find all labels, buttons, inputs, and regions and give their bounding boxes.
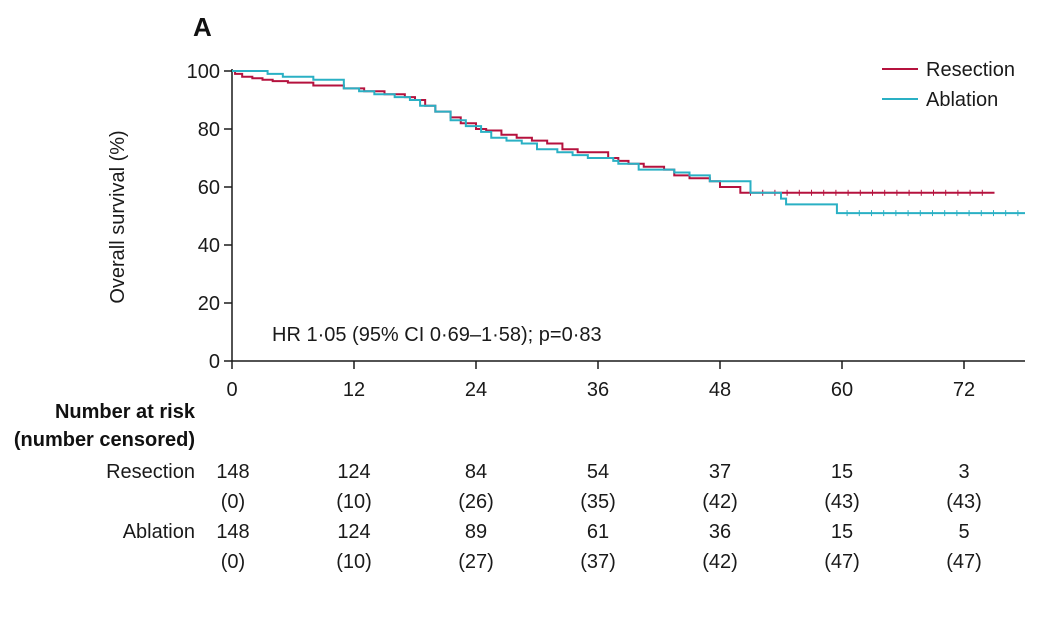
legend-label-ablation: Ablation [926, 89, 998, 111]
risk-count: 15 [831, 521, 853, 543]
censored-count: (0) [221, 491, 245, 513]
risk-count: 148 [216, 521, 249, 543]
y-axis-label: Overall survival (%) [107, 130, 129, 303]
censored-count: (37) [580, 551, 616, 573]
censor-marks-ablation [846, 210, 1019, 217]
risk-count: 37 [709, 461, 731, 483]
censored-count: (47) [946, 551, 982, 573]
legend: Resection Ablation [882, 59, 1015, 111]
risk-count: 148 [216, 461, 249, 483]
risk-count: 5 [958, 521, 969, 543]
risk-table: Number at risk (number censored) Resecti… [14, 401, 982, 573]
censored-count: (10) [336, 551, 372, 573]
censored-count: (43) [824, 491, 860, 513]
x-tick-label: 72 [953, 379, 975, 401]
y-tick-label: 100 [187, 61, 220, 83]
x-tick-label: 24 [465, 379, 487, 401]
censored-count: (43) [946, 491, 982, 513]
censored-count: (0) [221, 551, 245, 573]
hazard-ratio-annotation: HR 1·05 (95% CI 0·69–1·58); p=0·83 [272, 324, 602, 346]
panel-label: A [193, 12, 212, 42]
risk-count: 15 [831, 461, 853, 483]
risk-row-label-ablation: Ablation [123, 521, 195, 543]
x-tick-label: 12 [343, 379, 365, 401]
risk-count: 89 [465, 521, 487, 543]
x-tick-label: 60 [831, 379, 853, 401]
y-tick-label: 80 [198, 119, 220, 141]
risk-values: 148 (0) 124 (10) 84 (26) 54 (35) 37 (42) 15 (43) 3 (4… [216, 461, 981, 573]
series-line-ablation [232, 70, 1025, 215]
risk-count: 3 [958, 461, 969, 483]
y-tick-label: 60 [198, 177, 220, 199]
legend-label-resection: Resection [926, 59, 1015, 81]
risk-count: 54 [587, 461, 609, 483]
censored-count: (27) [458, 551, 494, 573]
series-layer [232, 70, 1025, 217]
axes: 0 20 40 60 80 100 0 12 24 36 48 60 72 [187, 61, 1025, 401]
risk-count: 36 [709, 521, 731, 543]
censored-count: (10) [336, 491, 372, 513]
risk-count: 61 [587, 521, 609, 543]
y-tick-label: 20 [198, 293, 220, 315]
risk-count: 124 [337, 521, 370, 543]
censored-count: (47) [824, 551, 860, 573]
risk-table-title: Number at risk [55, 401, 196, 423]
censored-count: (42) [702, 551, 738, 573]
y-tick-label: 0 [209, 351, 220, 373]
risk-row-label-resection: Resection [106, 461, 195, 483]
risk-table-subtitle: (number censored) [14, 429, 195, 451]
x-tick-label: 0 [226, 379, 237, 401]
censored-count: (26) [458, 491, 494, 513]
y-axis-title: Overall survival (%) [107, 130, 129, 303]
x-tick-label: 48 [709, 379, 731, 401]
x-tick-label: 36 [587, 379, 609, 401]
y-tick-label: 40 [198, 235, 220, 257]
censored-count: (35) [580, 491, 616, 513]
censored-count: (42) [702, 491, 738, 513]
risk-count: 84 [465, 461, 487, 483]
risk-count: 124 [337, 461, 370, 483]
